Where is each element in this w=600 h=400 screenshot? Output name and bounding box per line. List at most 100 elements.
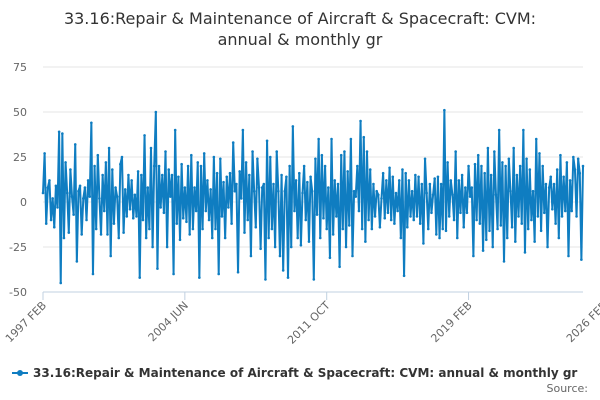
- data-point[interactable]: [198, 276, 201, 279]
- data-point[interactable]: [299, 243, 303, 247]
- data-point[interactable]: [178, 238, 182, 242]
- data-point[interactable]: [59, 281, 63, 285]
- data-point[interactable]: [520, 222, 524, 225]
- data-point[interactable]: [514, 240, 517, 243]
- data-point[interactable]: [505, 236, 509, 240]
- data-point[interactable]: [346, 170, 349, 173]
- data-point[interactable]: [407, 179, 411, 182]
- data-point[interactable]: [320, 153, 324, 157]
- data-point[interactable]: [199, 164, 203, 168]
- data-point[interactable]: [186, 164, 190, 168]
- data-point[interactable]: [478, 222, 482, 225]
- data-point[interactable]: [455, 236, 459, 240]
- data-point[interactable]: [191, 227, 195, 231]
- data-point[interactable]: [138, 276, 142, 279]
- data-point[interactable]: [151, 245, 154, 249]
- data-point[interactable]: [581, 164, 585, 168]
- data-point[interactable]: [386, 211, 390, 215]
- data-point[interactable]: [251, 150, 254, 153]
- data-point[interactable]: [349, 137, 353, 141]
- data-point[interactable]: [475, 218, 478, 222]
- data-point[interactable]: [560, 215, 564, 218]
- data-point[interactable]: [214, 227, 217, 231]
- data-point[interactable]: [141, 218, 145, 222]
- data-point[interactable]: [567, 254, 570, 258]
- data-point[interactable]: [365, 150, 369, 153]
- data-point[interactable]: [397, 179, 401, 182]
- data-point[interactable]: [43, 152, 46, 155]
- data-point[interactable]: [325, 227, 329, 231]
- data-point[interactable]: [410, 189, 414, 193]
- data-point[interactable]: [563, 209, 567, 213]
- data-point[interactable]: [399, 236, 403, 240]
- data-point[interactable]: [315, 213, 319, 216]
- data-point[interactable]: [80, 233, 83, 236]
- data-point[interactable]: [265, 139, 269, 143]
- data-point[interactable]: [112, 222, 116, 225]
- data-point[interactable]: [575, 215, 578, 218]
- data-point[interactable]: [406, 225, 409, 229]
- data-point[interactable]: [296, 236, 299, 240]
- data-point[interactable]: [264, 278, 267, 281]
- data-point[interactable]: [465, 211, 469, 215]
- data-point[interactable]: [512, 146, 515, 150]
- data-point[interactable]: [227, 206, 230, 209]
- data-point[interactable]: [483, 171, 486, 175]
- data-point[interactable]: [486, 146, 490, 150]
- data-point[interactable]: [301, 191, 304, 195]
- data-point[interactable]: [306, 180, 309, 184]
- data-point[interactable]: [252, 189, 256, 193]
- data-point[interactable]: [347, 224, 351, 227]
- data-point[interactable]: [164, 150, 167, 153]
- data-point[interactable]: [404, 171, 407, 175]
- data-point[interactable]: [339, 153, 343, 157]
- data-point[interactable]: [51, 197, 54, 200]
- data-point[interactable]: [507, 157, 511, 161]
- data-point[interactable]: [323, 164, 327, 168]
- data-point[interactable]: [362, 135, 366, 139]
- data-point[interactable]: [433, 177, 437, 180]
- data-point[interactable]: [391, 175, 395, 179]
- data-point[interactable]: [212, 155, 216, 159]
- data-point[interactable]: [504, 164, 507, 168]
- data-point[interactable]: [127, 173, 130, 177]
- data-point[interactable]: [530, 218, 533, 222]
- data-point[interactable]: [543, 211, 546, 215]
- data-point[interactable]: [156, 267, 159, 270]
- data-point[interactable]: [207, 218, 211, 222]
- data-point[interactable]: [310, 189, 314, 193]
- data-point[interactable]: [425, 191, 428, 195]
- data-point[interactable]: [277, 189, 280, 193]
- data-point[interactable]: [291, 125, 295, 128]
- data-point[interactable]: [570, 209, 574, 213]
- data-point[interactable]: [248, 173, 251, 177]
- data-point[interactable]: [96, 153, 100, 157]
- data-point[interactable]: [525, 157, 528, 161]
- data-point[interactable]: [56, 206, 59, 209]
- data-point[interactable]: [83, 186, 87, 189]
- data-point[interactable]: [468, 195, 472, 198]
- data-point[interactable]: [368, 168, 372, 171]
- data-point[interactable]: [439, 182, 443, 186]
- data-point[interactable]: [576, 157, 580, 161]
- data-point[interactable]: [509, 189, 512, 193]
- data-point[interactable]: [241, 128, 245, 132]
- data-point[interactable]: [62, 236, 66, 240]
- data-point[interactable]: [378, 225, 382, 229]
- data-point[interactable]: [454, 150, 457, 153]
- data-point[interactable]: [538, 152, 541, 155]
- data-point[interactable]: [302, 164, 306, 168]
- data-point[interactable]: [111, 168, 114, 171]
- data-point[interactable]: [559, 153, 562, 157]
- data-point[interactable]: [278, 254, 282, 258]
- data-point[interactable]: [120, 155, 124, 159]
- data-point[interactable]: [343, 150, 346, 153]
- data-point[interactable]: [249, 254, 253, 258]
- data-point[interactable]: [159, 206, 162, 209]
- data-point[interactable]: [462, 225, 466, 229]
- data-point[interactable]: [140, 173, 143, 177]
- data-point[interactable]: [133, 193, 137, 197]
- data-point[interactable]: [91, 272, 95, 276]
- data-point[interactable]: [183, 186, 187, 189]
- data-point[interactable]: [488, 229, 491, 233]
